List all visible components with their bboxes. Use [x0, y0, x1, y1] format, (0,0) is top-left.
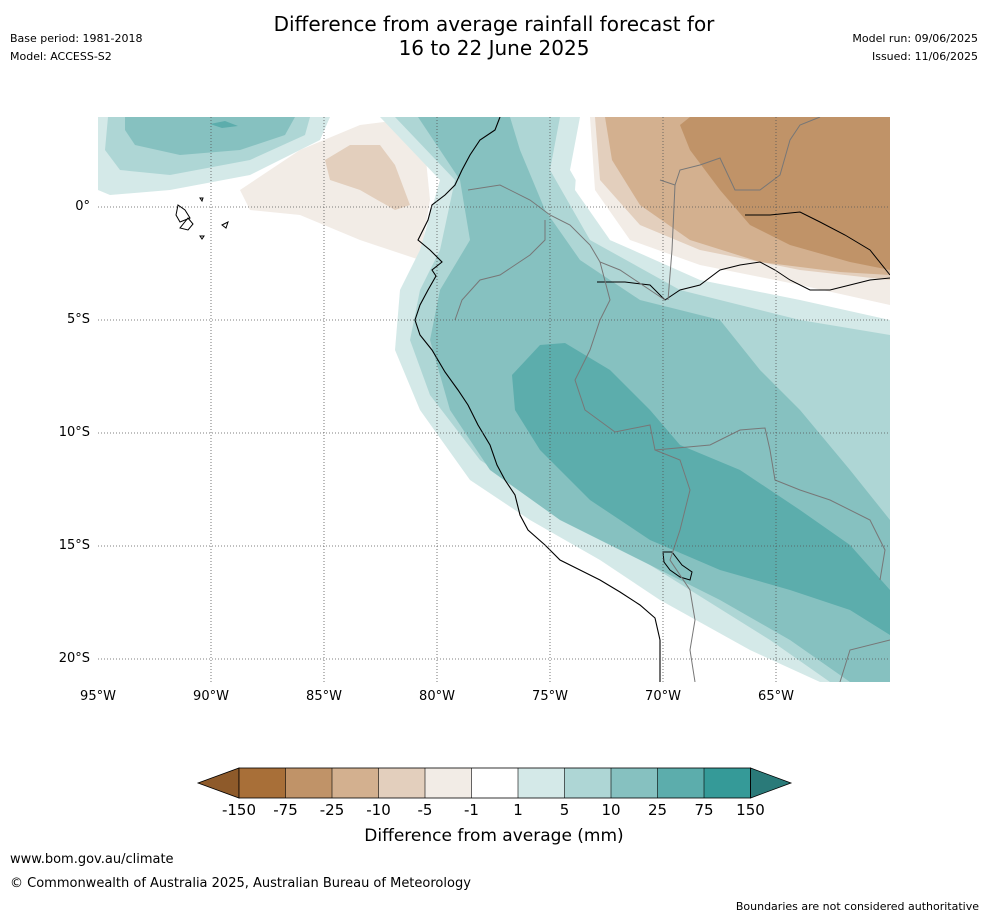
title-line-1: Difference from average rainfall forecas…: [273, 12, 715, 36]
map-contours: [98, 117, 890, 682]
lon-tick-70w: 70°W: [645, 689, 681, 704]
colorbar-label: -10: [366, 801, 391, 819]
lon-tick-65w: 65°W: [758, 689, 794, 704]
coastline-south-america: [414, 117, 661, 682]
lat-tick-0: 0°: [75, 199, 90, 214]
map-gridlines: [98, 117, 890, 682]
lat-tick-15s: 15°S: [58, 538, 90, 553]
colorbar-swatch-6: [471, 768, 518, 798]
colorbar-swatch-1: [239, 768, 286, 798]
lon-tick-90w: 90°W: [193, 689, 229, 704]
base-period-text: Base period: 1981-2018: [10, 32, 143, 45]
colorbar-right-extend: [750, 767, 793, 799]
disclaimer-text: Boundaries are not considered authoritat…: [735, 900, 979, 913]
galapagos-islands: [175, 197, 229, 240]
lon-tick-75w: 75°W: [532, 689, 568, 704]
lon-tick-85w: 85°W: [306, 689, 342, 704]
lat-tick-5s: 5°S: [66, 312, 90, 327]
country-borders: [454, 117, 890, 682]
lake-titicaca: [662, 551, 693, 581]
contour-dry-75-ne: [680, 117, 890, 270]
colorbar-label: -150: [221, 801, 257, 819]
map-title: Difference from average rainfall forecas…: [0, 12, 988, 60]
colorbar-title: Difference from average (mm): [364, 826, 624, 846]
model-text: Model: ACCESS-S2: [10, 50, 112, 63]
header-right: Model run: 09/06/2025 Issued: 11/06/2025: [852, 32, 978, 64]
colorbar: [196, 767, 793, 799]
colorbar-left-extend: [196, 767, 240, 799]
colorbar-label: 25: [647, 801, 668, 819]
colorbar-swatch-10: [657, 768, 704, 798]
colorbar-swatch-7: [518, 768, 565, 798]
lat-tick-20s: 20°S: [58, 651, 90, 666]
colorbar-swatch-2: [285, 768, 332, 798]
copyright-text: © Commonwealth of Australia 2025, Austra…: [10, 876, 471, 891]
colorbar-label: 75: [694, 801, 714, 819]
lon-tick-95w: 95°W: [80, 689, 116, 704]
contour-wet-25-west: [210, 121, 238, 128]
lon-tick-80w: 80°W: [419, 689, 455, 704]
lat-tick-10s: 10°S: [58, 425, 90, 440]
colorbar-swatch-5: [425, 768, 472, 798]
colorbar-label: 5: [559, 801, 570, 819]
colorbar-label: 10: [601, 801, 621, 819]
contour-wet-10-west: [125, 117, 295, 155]
contour-dry-10-offshore: [325, 145, 410, 210]
model-run-text: Model run: 09/06/2025: [852, 32, 978, 45]
colorbar-label: -5: [417, 801, 433, 819]
colorbar-label: -75: [273, 801, 298, 819]
colorbar-label: 1: [513, 801, 523, 819]
contour-wet-25-main: [512, 343, 890, 635]
colorbar-swatch-8: [564, 768, 611, 798]
header-left: Base period: 1981-2018 Model: ACCESS-S2: [10, 32, 142, 64]
title-line-2: 16 to 22 June 2025: [398, 36, 590, 60]
coastline-amazon-north: [597, 211, 890, 301]
colorbar-swatch-3: [332, 768, 379, 798]
colorbar-swatch-11: [704, 768, 751, 798]
colorbar-label: -25: [319, 801, 345, 819]
colorbar-label: 150: [736, 801, 765, 819]
website-link[interactable]: www.bom.gov.au/climate: [10, 852, 174, 867]
colorbar-swatch-9: [611, 768, 658, 798]
colorbar-swatch-4: [378, 768, 425, 798]
colorbar-label: -1: [464, 801, 479, 819]
issued-text: Issued: 11/06/2025: [871, 50, 978, 63]
